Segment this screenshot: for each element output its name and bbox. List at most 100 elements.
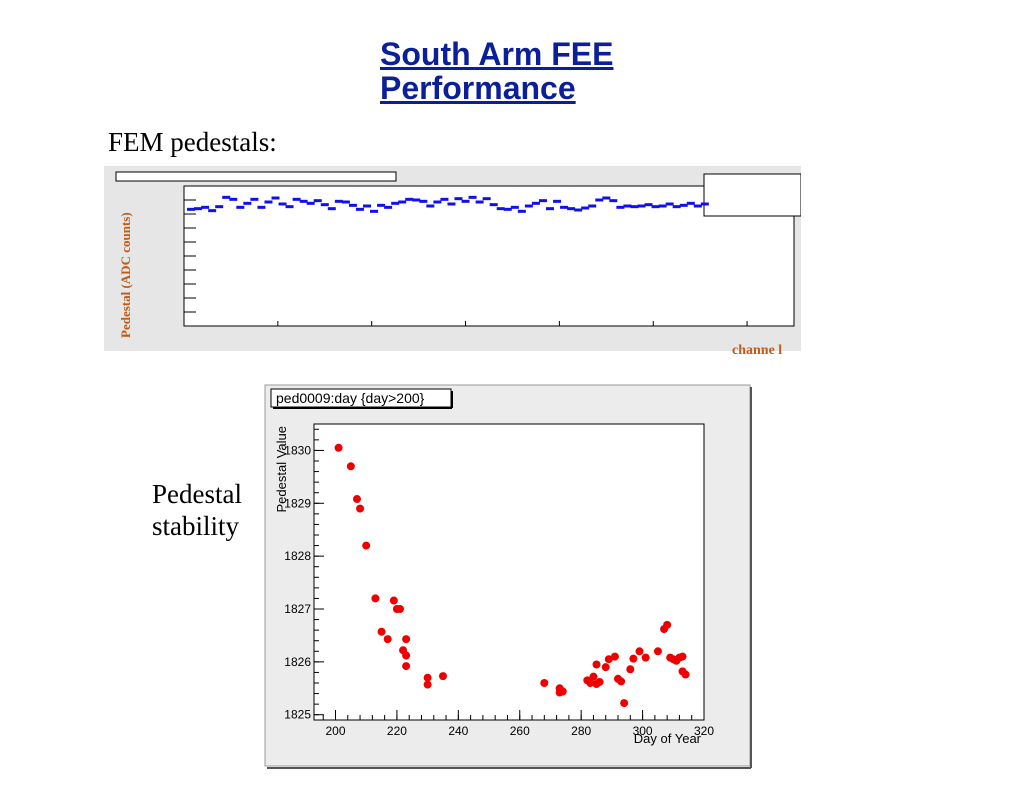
chart1-data-point <box>665 202 674 206</box>
chart2-data-point <box>352 495 361 504</box>
chart1-data-point <box>264 200 273 204</box>
chart1-data-point <box>271 196 280 200</box>
chart1-data-point <box>679 203 688 207</box>
chart1-data-point <box>215 205 224 209</box>
chart2-data-point <box>346 462 355 471</box>
chart2-data-point <box>589 672 598 681</box>
chart2-y-axis-label: Pedestal Value <box>274 426 289 513</box>
chart1-data-point <box>222 195 231 199</box>
chart1-data-point <box>292 197 301 201</box>
chart2-data-point <box>641 653 650 662</box>
chart1-data-point <box>355 207 364 211</box>
chart2-x-axis-label: Day of Year <box>634 731 702 746</box>
chart1-data-point <box>574 208 583 212</box>
chart2-data-point <box>629 654 638 663</box>
chart2-data-point <box>423 680 432 689</box>
chart2-data-point <box>620 699 629 708</box>
chart1-data-point <box>496 207 505 211</box>
chart2-data-point <box>681 670 690 679</box>
chart1-data-point <box>236 205 245 209</box>
chart1-data-point <box>482 197 491 201</box>
chart1-data-point <box>412 198 421 202</box>
chart1-data-point <box>447 202 456 206</box>
chart1-data-point <box>616 205 625 209</box>
pedestal-stability-label: Pedestal stability <box>152 478 242 542</box>
chart1-data-point <box>391 201 400 205</box>
chart1-data-point <box>363 204 371 208</box>
chart1-data-point <box>546 207 554 211</box>
chart1-data-point <box>320 203 329 207</box>
fem-pedestals-plot <box>104 166 802 351</box>
chart1-data-point <box>489 203 498 207</box>
chart1-data-point <box>243 201 252 205</box>
chart2-data-point <box>663 620 672 629</box>
fem-pedestals-chart <box>115 171 802 327</box>
chart1-title-box <box>115 171 397 182</box>
chart1-data-point <box>560 205 569 209</box>
stability-label-line-1: Pedestal <box>152 479 242 509</box>
chart1-plot-frame <box>183 185 795 327</box>
chart1-data-point <box>503 207 512 211</box>
chart1-data-point <box>377 203 386 207</box>
chart1-data-point <box>201 205 210 209</box>
chart1-data-point <box>426 204 435 208</box>
slide-title: South Arm FEE Performance <box>380 37 613 105</box>
chart2-data-point <box>653 647 662 656</box>
chart2-data-point <box>626 665 635 674</box>
chart1-data-point <box>454 197 463 201</box>
chart2-data-point <box>586 679 595 687</box>
chart2-y-tick-label: 1825 <box>284 708 311 722</box>
title-line-2: Performance <box>380 70 576 106</box>
chart2-data-point <box>377 627 386 636</box>
stability-label-line-2: stability <box>152 511 239 541</box>
chart1-y-axis-label: Pedestal (ADC counts) <box>118 212 133 338</box>
title-line-1: South Arm FEE <box>380 36 614 72</box>
chart1-data-point <box>398 200 407 204</box>
chart2-data-point <box>371 594 380 603</box>
chart1-data-point <box>194 207 203 211</box>
chart2-title: ped0009:day {day>200} <box>276 390 425 406</box>
chart2-data-point <box>601 663 610 672</box>
chart1-data-point <box>187 207 196 211</box>
chart2-data-point <box>610 652 619 661</box>
chart2-data-point <box>334 443 343 452</box>
chart1-data-point <box>419 199 428 203</box>
chart2-data-point <box>402 662 411 671</box>
chart2-y-tick-label: 1826 <box>284 655 311 669</box>
chart2-data-point <box>635 647 644 656</box>
chart2-x-tick-label: 320 <box>694 724 714 738</box>
chart1-data-point <box>672 205 681 209</box>
chart1-data-point <box>510 205 519 209</box>
chart1-data-point <box>384 205 393 209</box>
chart2-x-tick-label: 200 <box>325 724 345 738</box>
chart1-data-point <box>623 204 632 208</box>
chart1-data-point <box>229 197 238 201</box>
chart2-data-point <box>356 504 365 513</box>
chart1-data-point <box>313 199 322 203</box>
chart1-data-point <box>278 202 287 206</box>
chart1-data-point <box>651 205 660 209</box>
chart1-data-point <box>595 198 604 202</box>
chart2-data-point <box>558 687 567 696</box>
chart1-data-point <box>693 204 702 208</box>
chart1-data-point <box>524 204 533 208</box>
chart1-data-point <box>348 203 357 207</box>
chart2-data-point <box>423 673 432 682</box>
chart2-y-tick-label: 1830 <box>284 443 311 457</box>
chart2-x-tick-label: 240 <box>448 724 468 738</box>
chart2-x-tick-label: 220 <box>387 724 407 738</box>
chart1-data-point <box>517 209 526 213</box>
chart1-data-point <box>306 201 315 205</box>
chart2-data-point <box>540 679 549 687</box>
chart1-data-point <box>644 203 653 207</box>
chart2-x-tick-label: 260 <box>510 724 530 738</box>
chart1-data-point <box>609 199 618 203</box>
chart2-data-point <box>402 651 411 660</box>
chart1-data-point <box>686 201 695 205</box>
chart2-y-tick-label: 1827 <box>284 602 311 616</box>
chart1-data-point <box>581 206 590 210</box>
chart1-data-point <box>630 205 639 209</box>
chart1-data-point <box>370 209 379 213</box>
chart2-data-point <box>592 660 601 669</box>
chart1-x-axis-label: channe l <box>732 343 783 358</box>
